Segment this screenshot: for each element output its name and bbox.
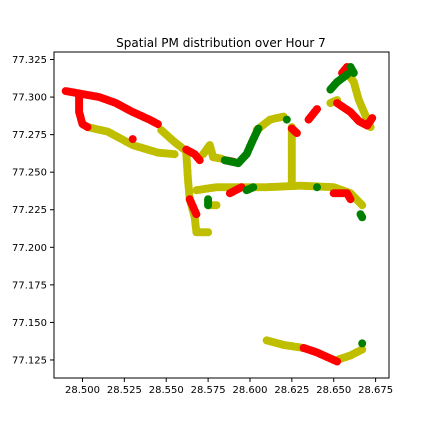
x-tick-label: 28.625 — [274, 385, 309, 396]
red-data-point — [313, 105, 321, 114]
x-tick-label: 28.675 — [358, 385, 393, 396]
yellow-data-point — [358, 201, 367, 210]
x-tick-label: 28.550 — [149, 385, 184, 396]
marks-layer — [61, 63, 377, 366]
y-tick-label: 77.325 — [12, 55, 47, 66]
x-tick-label: 28.650 — [316, 385, 351, 396]
x-tick-label: 28.525 — [107, 385, 142, 396]
y-tick-label: 77.225 — [12, 205, 47, 216]
x-tick-label: 28.500 — [65, 385, 100, 396]
x-axis: 28.500 28.525 28.550 28.575 28.600 28.625 28.6… — [65, 378, 393, 396]
x-tick-label: 28.600 — [232, 385, 267, 396]
yellow-data-point — [212, 201, 221, 210]
green-data-point — [313, 183, 321, 192]
red-data-point — [346, 195, 355, 204]
yellow-data-point — [358, 345, 367, 354]
green-data-point — [249, 183, 258, 192]
red-data-point — [292, 129, 301, 138]
y-axis: 77.125 77.150 77.175 77.200 77.225 77.250 77.2… — [12, 55, 54, 366]
green-data-point — [254, 124, 263, 133]
red-data-point — [128, 135, 137, 144]
red-data-point — [192, 210, 201, 219]
red-data-point — [368, 114, 377, 123]
y-tick-label: 77.300 — [12, 93, 47, 104]
green-data-point — [358, 213, 367, 222]
red-data-point — [153, 120, 162, 129]
yellow-data-point — [204, 228, 213, 237]
green-data-point — [204, 201, 213, 210]
plot-area-frame — [53, 51, 390, 379]
y-tick-label: 77.275 — [12, 130, 47, 141]
y-tick-label: 77.200 — [12, 243, 47, 254]
green-data-point — [349, 69, 358, 77]
green-data-point — [343, 70, 352, 79]
red-data-point — [333, 357, 342, 366]
red-data-point — [83, 123, 92, 132]
green-data-point — [358, 339, 367, 348]
y-tick-label: 77.175 — [12, 280, 47, 291]
x-tick-label: 28.575 — [191, 385, 226, 396]
yellow-data-point — [287, 181, 296, 190]
chart-title: Spatial PM distribution over Hour 7 — [116, 36, 326, 50]
red-data-point — [195, 156, 204, 165]
y-tick-label: 77.250 — [12, 168, 47, 179]
y-tick-label: 77.150 — [12, 318, 47, 329]
y-tick-label: 77.125 — [12, 355, 47, 366]
green-data-point — [282, 115, 291, 124]
yellow-data-point — [170, 150, 179, 159]
